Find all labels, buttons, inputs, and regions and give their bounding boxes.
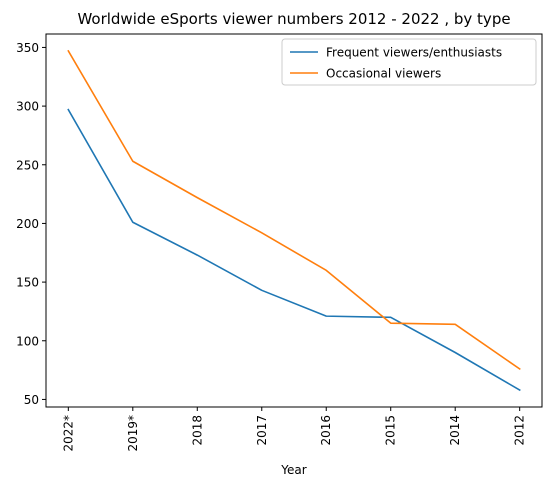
x-tick-label: 2015	[384, 415, 398, 446]
y-tick-label: 100	[16, 334, 39, 348]
y-tick-label: 50	[24, 393, 39, 407]
chart-title: Worldwide eSports viewer numbers 2012 - …	[77, 10, 510, 28]
axes-frame	[45, 33, 543, 408]
legend-label: Occasional viewers	[326, 67, 441, 81]
series-line-2	[67, 49, 521, 371]
x-tick-label: 2012	[513, 415, 527, 446]
x-tick-label: 2018	[190, 415, 204, 446]
y-tick-label: 300	[16, 100, 39, 114]
x-tick-label: 2022*	[61, 415, 75, 452]
y-tick-label: 200	[16, 217, 39, 231]
series-line-1	[67, 108, 521, 392]
y-tick-label: 350	[16, 41, 39, 55]
legend-label: Frequent viewers/enthusiasts	[326, 46, 502, 60]
legend-box	[281, 38, 537, 86]
x-tick-label: 2017	[255, 415, 269, 446]
x-axis-label: Year	[280, 463, 306, 477]
y-tick-label: 150	[16, 276, 39, 290]
x-tick-label: 2019*	[126, 415, 140, 452]
plot-area: 50 100 150 200 250 300 350 2022* 2019* 2018 2017 20…	[16, 33, 543, 452]
x-tick-label: 2016	[319, 415, 333, 446]
legend: Frequent viewers/enthusiasts Occasional v…	[281, 38, 537, 86]
y-tick-label: 250	[16, 158, 39, 172]
x-tick-label: 2014	[448, 415, 462, 446]
